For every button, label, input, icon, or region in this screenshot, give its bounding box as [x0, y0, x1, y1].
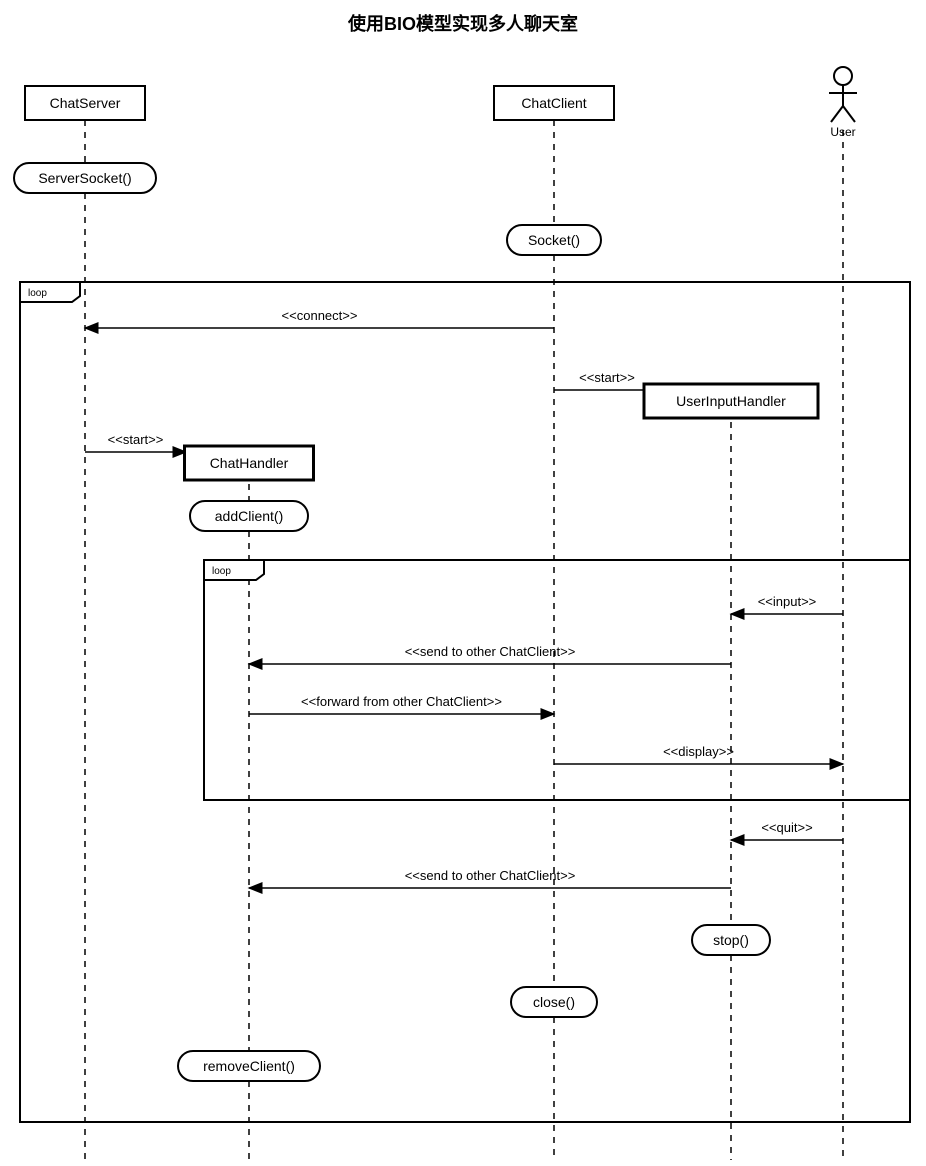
pill-stop-label: stop() — [713, 932, 749, 948]
pill-serversocket-label: ServerSocket() — [38, 170, 131, 186]
msg-start-ch-label: <<start>> — [108, 432, 164, 447]
msg-display-label: <<display>> — [663, 744, 734, 759]
chatclient-label: ChatClient — [521, 95, 586, 111]
pill-removeclient-label: removeClient() — [203, 1058, 295, 1074]
outer-loop-tab-label: loop — [28, 288, 47, 299]
user-actor-label: User — [830, 125, 855, 139]
chatserver-label: ChatServer — [50, 95, 121, 111]
user-actor-head — [834, 67, 852, 85]
msg-input-label: <<input>> — [758, 594, 817, 609]
msg-send2-label: <<send to other ChatClient>> — [405, 868, 576, 883]
msg-connect-label: <<connect>> — [282, 308, 358, 323]
pill-addclient-label: addClient() — [215, 508, 283, 524]
user-actor-leg-l — [831, 106, 843, 122]
userinputhandler-label: UserInputHandler — [676, 393, 786, 409]
msg-send1-label: <<send to other ChatClient>> — [405, 644, 576, 659]
pill-socket-label: Socket() — [528, 232, 580, 248]
user-actor-leg-r — [843, 106, 855, 122]
diagram-title: 使用BIO模型实现多人聊天室 — [347, 13, 578, 34]
msg-forward-label: <<forward from other ChatClient>> — [301, 694, 502, 709]
msg-quit-label: <<quit>> — [761, 820, 812, 835]
inner-loop-tab-label: loop — [212, 566, 231, 577]
msg-start-uih-label: <<start>> — [579, 370, 635, 385]
chathandler-label: ChatHandler — [210, 455, 289, 471]
pill-close-label: close() — [533, 994, 575, 1010]
